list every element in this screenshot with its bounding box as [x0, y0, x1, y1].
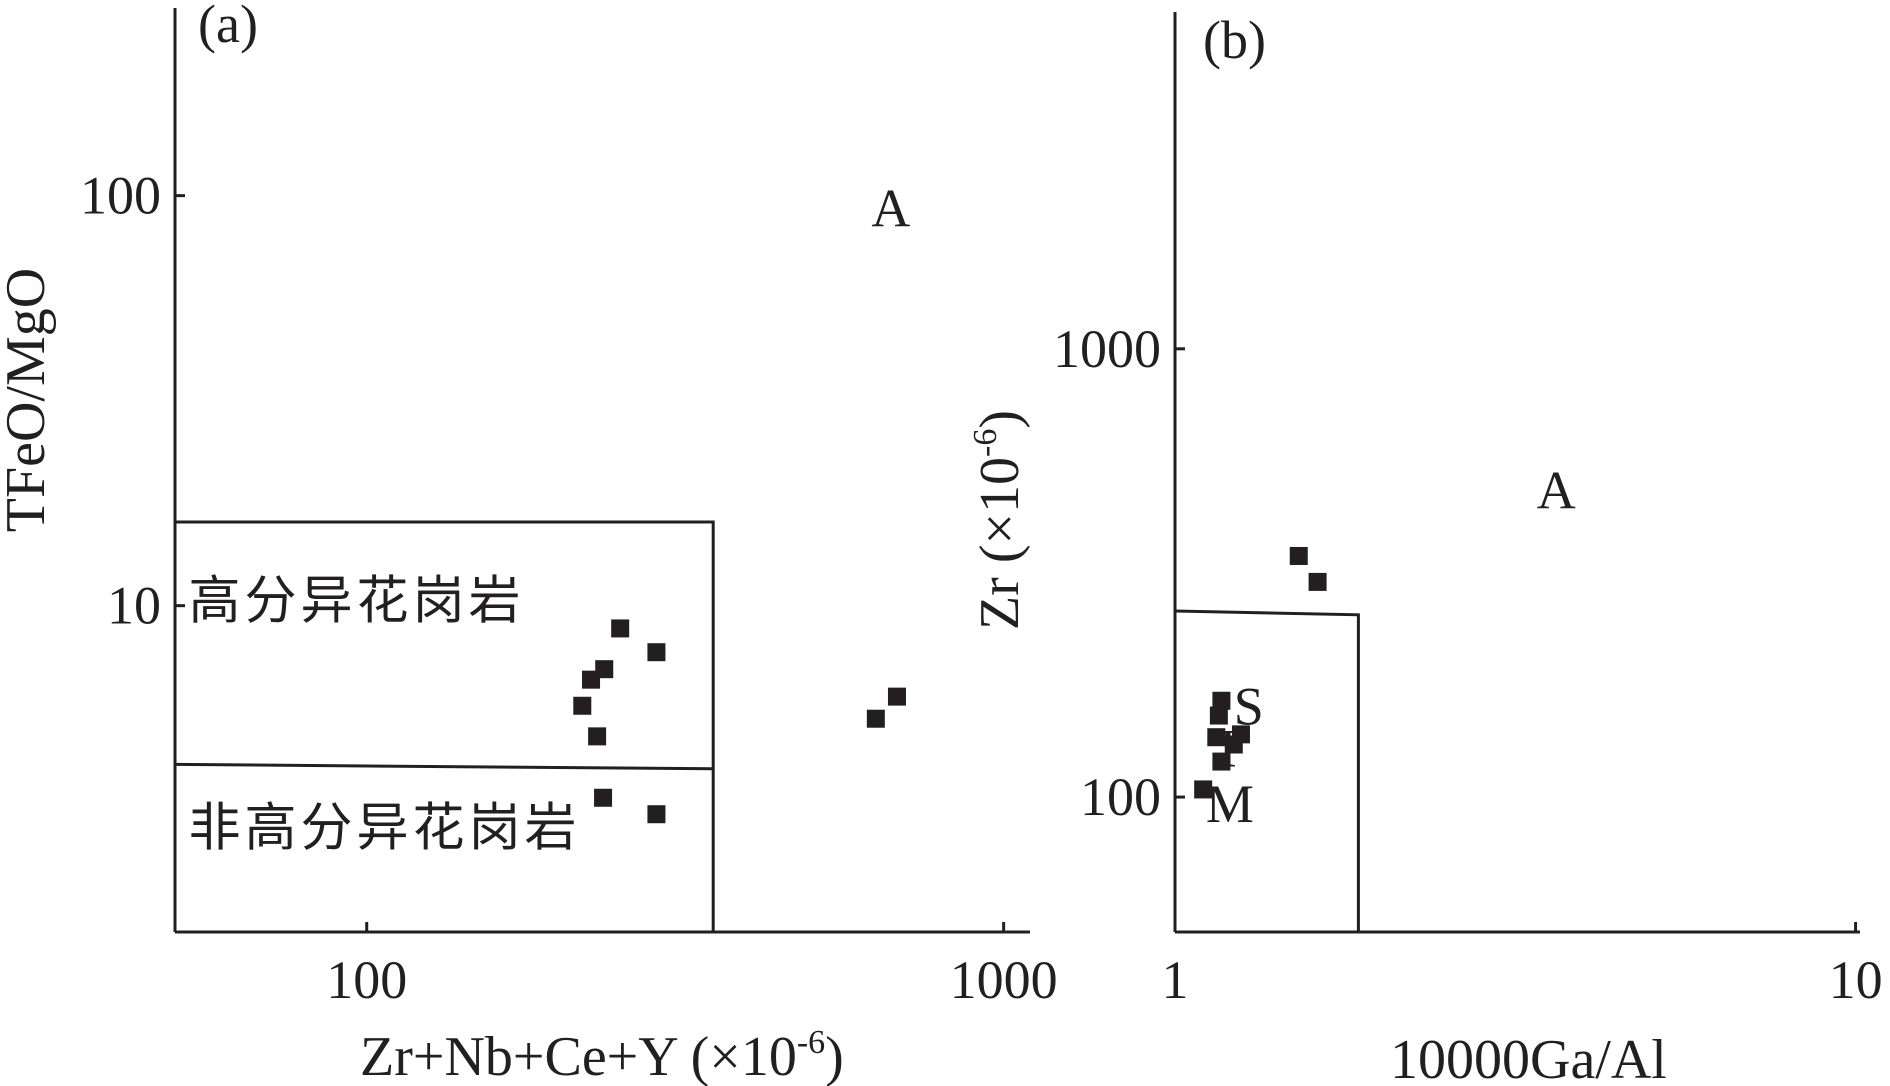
panel-b-x-axis-label: 10000Ga/Al: [1390, 1029, 1667, 1086]
panel-b-mis-box-edge: [1174, 609, 1360, 932]
panel-b-data-point: [1209, 706, 1228, 725]
panel-b-data-point: [1289, 546, 1308, 565]
panel-a-data-point: [887, 687, 906, 706]
panel-b-x-tick-label: 1: [1162, 950, 1189, 1010]
panel-a-x-axis-label-close: ): [825, 1026, 844, 1086]
panel-b-region-label: I: [1219, 718, 1237, 778]
panel-a-data-point: [588, 727, 607, 746]
panel-a-data-point: [573, 696, 592, 715]
panel-a-y-axis-label: TFeO/MgO: [0, 268, 57, 532]
panel-a-data-point: [866, 709, 885, 728]
panel-b-region-label: S: [1234, 677, 1264, 737]
panel-a-region-label: 非高分异花岗岩: [188, 799, 580, 859]
panel-b-data-point: [1231, 725, 1250, 744]
panel-b-y-tick-label: 1000: [1053, 319, 1161, 379]
panel-a-x-axis-label: Zr+Nb+Ce+Y (×10-6): [360, 1024, 844, 1086]
panel-a-ticks: 100 1000 10 100: [80, 166, 1058, 1010]
panel-b-points: [1194, 546, 1327, 799]
panel-b-data-point: [1308, 572, 1327, 591]
panel-a-data-point: [582, 670, 601, 689]
panel-a-data-point: [647, 643, 666, 662]
panel-a-data-point: [611, 619, 630, 638]
panel-b-y-axis-label-sup: -6: [967, 429, 1004, 457]
panel-b-region-label: M: [1206, 774, 1254, 834]
panel-b-data-point: [1207, 728, 1226, 747]
panel-a-x-axis-label-sup: -6: [797, 1024, 825, 1061]
panel-b: 1 10 100 1000 MIS A (b) 10000Ga/Al Zr (×10-6…: [967, 10, 1883, 1086]
panel-b-regions: [1174, 609, 1360, 932]
panel-b-data-point: [1212, 691, 1231, 710]
panel-b-axes: [1173, 12, 1860, 934]
panel-a-label: (a): [198, 0, 258, 54]
panel-a-region-label: A: [871, 179, 910, 239]
panel-a-upper-box-edge: [175, 520, 715, 932]
panel-a-x-tick-label: 100: [326, 950, 407, 1010]
panel-b-data-point: [1212, 752, 1231, 771]
panel-b-region-label: A: [1537, 461, 1576, 521]
panel-a-y-tick-label: 100: [80, 166, 161, 226]
panel-b-y-axis-label-main: Zr (×10: [969, 457, 1031, 630]
panel-a-fractionation-divider: [174, 762, 714, 771]
panel-a-data-point: [594, 788, 613, 807]
panel-a-regions: [174, 520, 715, 932]
panel-a-x-axis-label-main: Zr+Nb+Ce+Y (×10: [360, 1026, 797, 1086]
panel-b-data-point: [1194, 780, 1213, 799]
panel-b-y-tick-label: 100: [1080, 767, 1161, 827]
panel-a-data-point: [647, 805, 666, 824]
panel-a-points: [573, 619, 906, 824]
panel-a-y-tick-label: 10: [107, 576, 161, 636]
panel-b-region-labels: MIS A: [1206, 461, 1576, 834]
panel-b-ticks: 1 10 100 1000: [1053, 319, 1883, 1010]
panel-b-label: (b): [1203, 10, 1266, 70]
panel-b-y-axis-label: Zr (×10-6): [967, 410, 1031, 630]
panel-a-x-tick-label: 1000: [950, 950, 1058, 1010]
panel-b-x-tick-label: 10: [1829, 950, 1883, 1010]
panel-b-y-axis-label-close: ): [969, 410, 1031, 429]
panel-a-region-label: 高分异花岗岩: [188, 572, 524, 632]
panel-a-axes: [173, 8, 1030, 934]
